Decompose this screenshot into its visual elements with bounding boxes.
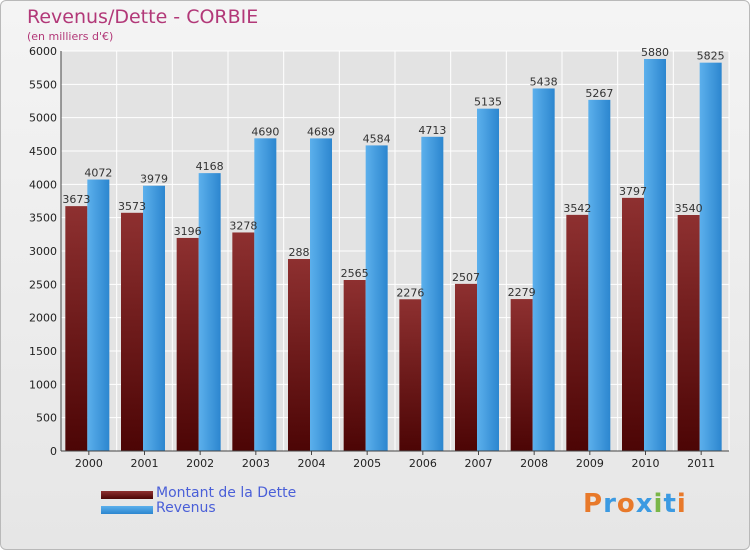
x-tick-label: 2004	[298, 457, 326, 470]
bar-debt	[622, 197, 644, 451]
x-tick-label: 2010	[632, 457, 660, 470]
x-tick-label: 2002	[186, 457, 214, 470]
x-tick-label: 2011	[687, 457, 715, 470]
data-label-debt: 3196	[174, 225, 202, 238]
logo-letter: t	[663, 489, 677, 519]
bar-debt	[343, 280, 366, 451]
bar-debt	[399, 299, 422, 451]
bar-debt	[566, 214, 589, 451]
x-tick-label: 2008	[520, 457, 548, 470]
y-tick-label: 2500	[29, 278, 57, 291]
logo-letter: P	[583, 489, 604, 519]
logo-letter: o	[616, 489, 636, 519]
bar-revenue	[644, 59, 666, 451]
data-label-debt: 3540	[675, 202, 703, 215]
data-label-debt: 3573	[118, 200, 146, 213]
legend-swatch-revenue	[101, 506, 153, 514]
chart-title: Revenus/Dette - CORBIE	[27, 6, 259, 28]
data-label-revenue: 4584	[363, 132, 391, 145]
data-label-debt: 2276	[396, 286, 424, 299]
x-tick-label: 2006	[409, 457, 437, 470]
bar-debt	[288, 259, 310, 451]
y-tick-label: 5500	[29, 78, 57, 91]
y-tick-label: 0	[50, 445, 57, 458]
y-tick-label: 3500	[29, 212, 57, 225]
data-label-debt: 3673	[62, 193, 90, 206]
bar-debt	[510, 299, 533, 451]
data-label-revenue: 4168	[196, 160, 224, 173]
bar-debt	[232, 232, 255, 451]
y-tick-label: 3000	[29, 245, 57, 258]
data-label-revenue: 4690	[251, 125, 279, 138]
data-label-revenue: 4713	[418, 124, 446, 137]
bar-debt	[121, 212, 143, 451]
data-label-debt: 3797	[619, 185, 647, 198]
bar-revenue	[87, 179, 110, 452]
bar-debt	[176, 237, 199, 451]
axes: 0 500 1000 1500 2000 2500 3000 3500 4000 4500 5000…	[29, 45, 729, 470]
data-label-revenue: 4072	[84, 167, 112, 180]
data-label-revenue: 5825	[697, 50, 725, 63]
y-tick-label: 2000	[29, 312, 57, 325]
x-tick-label: 2009	[576, 457, 604, 470]
bar-revenue	[532, 88, 555, 451]
y-tick-label: 500	[36, 412, 57, 425]
x-tick-label: 2003	[242, 457, 270, 470]
bar-revenue	[143, 185, 165, 451]
data-label-revenue: 5880	[641, 46, 669, 59]
data-label-revenue: 5135	[474, 96, 502, 109]
data-label-debt: 2279	[508, 286, 536, 299]
data-label-revenue: 4689	[307, 125, 335, 138]
bar-debt	[455, 283, 477, 451]
x-tick-label: 2005	[353, 457, 381, 470]
y-tick-label: 4000	[29, 178, 57, 191]
x-tick-label: 2000	[75, 457, 103, 470]
y-tick-label: 5000	[29, 112, 57, 125]
value-labels: 3673 4072 3573 3979 3196 4168 3278 4690 288 4689 2…	[62, 46, 724, 299]
data-label-revenue: 5267	[585, 87, 613, 100]
chart-subtitle: (en milliers d'€)	[27, 30, 114, 43]
data-label-revenue: 5438	[530, 75, 558, 88]
y-tick-label: 6000	[29, 45, 57, 58]
y-tick-label: 4500	[29, 145, 57, 158]
logo-letter: i	[653, 489, 664, 519]
bar-revenue	[365, 145, 388, 451]
y-tick-label: 1000	[29, 378, 57, 391]
logo-letter: x	[635, 489, 654, 519]
bars	[65, 59, 722, 452]
bar-revenue	[477, 108, 499, 452]
bar-revenue	[699, 62, 722, 452]
y-tick-label: 1500	[29, 345, 57, 358]
bar-revenue	[198, 173, 221, 451]
bar-revenue	[421, 136, 444, 452]
bar-debt	[65, 206, 88, 451]
x-tick-label: 2007	[465, 457, 493, 470]
data-label-debt: 288	[289, 246, 310, 259]
data-label-debt: 2565	[341, 267, 369, 280]
data-label-revenue: 3979	[140, 173, 168, 186]
proxiti-logo: Proxiti	[583, 489, 687, 519]
logo-letter: r	[603, 489, 617, 519]
bar-debt	[677, 215, 700, 451]
legend-label-debt: Montant de la Dette	[156, 485, 297, 501]
data-label-debt: 3542	[563, 202, 591, 215]
logo-letter: i	[676, 489, 687, 519]
bar-revenue	[588, 99, 611, 451]
data-label-debt: 3278	[229, 219, 257, 232]
bar-revenue	[254, 138, 277, 452]
legend-label-revenue: Revenus	[156, 500, 216, 516]
legend-swatch-debt	[101, 491, 153, 499]
bar-revenue	[310, 138, 332, 451]
grid-lines	[60, 50, 730, 452]
data-label-debt: 2507	[452, 271, 480, 284]
x-tick-label: 2001	[131, 457, 159, 470]
